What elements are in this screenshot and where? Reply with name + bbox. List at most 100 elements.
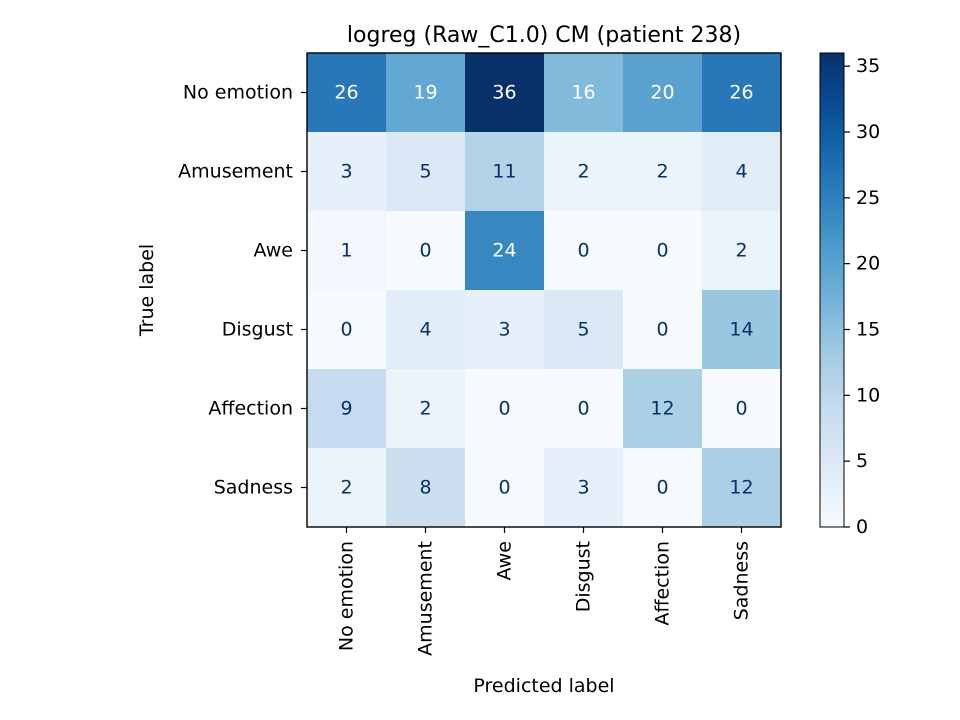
y-axis-label: True label: [136, 244, 158, 337]
heatmap-cell: [307, 53, 386, 132]
cell-value-label: 8: [419, 477, 431, 499]
cell-value-label: 0: [656, 240, 668, 262]
heatmap-cell: [307, 211, 386, 290]
cell-value-label: 3: [498, 319, 510, 341]
cell-value-label: 24: [492, 240, 516, 262]
heatmap-cell: [386, 53, 465, 132]
colorbar-tick-label: 5: [856, 450, 868, 472]
heatmap-cell: [465, 290, 544, 369]
heatmap-cell: [307, 132, 386, 211]
cell-value-label: 2: [656, 161, 668, 183]
colorbar-tick-label: 0: [856, 516, 868, 538]
cell-value-label: 26: [729, 82, 753, 104]
cell-value-label: 0: [656, 319, 668, 341]
x-tick-label: Amusement: [415, 541, 437, 656]
colorbar-tick-label: 25: [856, 187, 880, 209]
colorbar-ticks: 0 5 10 15 20 25 30 35: [844, 55, 880, 538]
cell-value-label: 0: [498, 398, 510, 420]
heatmap-cell: [307, 369, 386, 448]
colorbar: [819, 52, 845, 528]
cell-value-label: 9: [340, 398, 352, 420]
heatmap-cell: [386, 211, 465, 290]
cell-value-label: 12: [729, 477, 753, 499]
heatmap-cell: [544, 290, 623, 369]
cell-value-label: 5: [577, 319, 589, 341]
heatmap-cell: [544, 448, 623, 527]
y-tick-label: Amusement: [178, 161, 293, 183]
x-tick-label: Sadness: [731, 541, 753, 620]
cell-value-label: 3: [340, 161, 352, 183]
heatmap-cell: [465, 369, 544, 448]
y-tick-label: Awe: [254, 240, 293, 262]
cell-value-label: 14: [729, 319, 753, 341]
cell-value-label: 20: [650, 82, 674, 104]
cell-value-label: 1: [340, 240, 352, 262]
heatmap-cell: [307, 290, 386, 369]
x-tick-label: No emotion: [336, 541, 358, 651]
heatmap-cell: [623, 448, 702, 527]
y-tick-label: No emotion: [183, 82, 293, 104]
heatmap-cell: [465, 53, 544, 132]
x-axis-ticks: No emotion Amusement Awe Disgust Affection Sa…: [336, 527, 753, 656]
x-tick-label: Disgust: [573, 541, 595, 612]
heatmap-cell: [465, 211, 544, 290]
heatmap-cell: [544, 369, 623, 448]
x-axis-label: Predicted label: [473, 675, 614, 697]
cell-value-label: 4: [419, 319, 431, 341]
heatmap-cell: [465, 448, 544, 527]
heatmap-cell: [623, 290, 702, 369]
cell-value-label: 3: [577, 477, 589, 499]
cell-value-label: 12: [650, 398, 674, 420]
cell-value-label: 2: [340, 477, 352, 499]
heatmap-cell: [386, 369, 465, 448]
cell-value-label: 0: [419, 240, 431, 262]
cell-value-label: 19: [413, 82, 437, 104]
heatmap-cell: [702, 369, 781, 448]
cell-value-label: 4: [735, 161, 747, 183]
y-tick-label: Sadness: [214, 477, 293, 499]
cell-value-label: 2: [577, 161, 589, 183]
heatmap-cell: [386, 448, 465, 527]
cell-value-label: 5: [419, 161, 431, 183]
plot-frame: [306, 52, 782, 528]
y-axis-ticks: No emotion Amusement Awe Disgust Affection Sa…: [178, 82, 307, 499]
cell-value-label: 16: [571, 82, 595, 104]
heatmap-cell: [623, 369, 702, 448]
heatmap-cell: [544, 132, 623, 211]
y-tick-label: Affection: [208, 398, 293, 420]
cell-value-label: 26: [334, 82, 358, 104]
cell-value-label: 0: [340, 319, 352, 341]
colorbar-tick-label: 30: [856, 121, 880, 143]
cell-value-label: 0: [577, 240, 589, 262]
x-tick-label: Affection: [652, 541, 674, 626]
heatmap-cell: [544, 211, 623, 290]
heatmap-cell: [623, 53, 702, 132]
heatmap-cell: [702, 290, 781, 369]
cell-value-label: 0: [498, 477, 510, 499]
cell-value-label: 36: [492, 82, 516, 104]
heatmap-cells: 26 19 36 16 20 263 5 11 2 2 41 0 24 0 0 20 4 3 5 0 149 2 0 0 12 0…: [307, 53, 781, 527]
cell-value-label: 2: [735, 240, 747, 262]
heatmap-cell: [702, 132, 781, 211]
heatmap-cell: [386, 290, 465, 369]
colorbar-tick-label: 15: [856, 319, 880, 341]
cell-value-label: 0: [735, 398, 747, 420]
cell-value-label: 0: [656, 477, 668, 499]
colorbar-tick-label: 35: [856, 55, 880, 77]
heatmap-cell: [623, 132, 702, 211]
heatmap-cell: [702, 211, 781, 290]
cell-value-label: 11: [492, 161, 516, 183]
heatmap-cell: [702, 53, 781, 132]
heatmap-cell: [307, 448, 386, 527]
heatmap-cell: [702, 448, 781, 527]
colorbar-tick-label: 20: [856, 253, 880, 275]
heatmap-cell: [465, 132, 544, 211]
cell-value-label: 2: [419, 398, 431, 420]
x-tick-label: Awe: [494, 541, 516, 580]
heatmap-cell: [386, 132, 465, 211]
y-tick-label: Disgust: [222, 319, 293, 341]
colorbar-tick-label: 10: [856, 384, 880, 406]
heatmap-cell: [623, 211, 702, 290]
heatmap-cell: [544, 53, 623, 132]
